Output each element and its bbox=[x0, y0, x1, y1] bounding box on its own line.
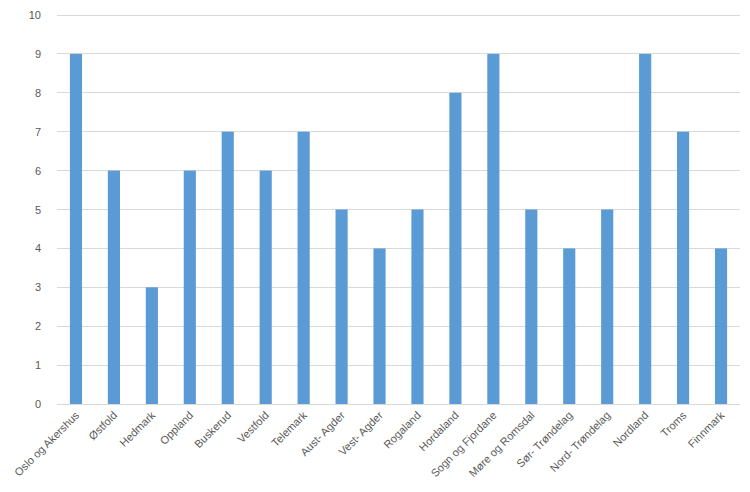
grid-line bbox=[57, 92, 740, 93]
chart: 0 1 2 3 4 5 6 7 8 9 10 Oslo og AkershusØstfoldHedma… bbox=[0, 0, 750, 492]
y-tick-label: 3 bbox=[35, 281, 41, 293]
x-tick-label: Nord- Trøndelag bbox=[547, 409, 612, 474]
y-tick-label: 2 bbox=[35, 320, 41, 332]
bar bbox=[298, 132, 310, 404]
x-tick-label: Troms bbox=[658, 409, 689, 440]
y-tick-label: 4 bbox=[35, 242, 41, 254]
bar bbox=[222, 132, 234, 404]
bar bbox=[639, 54, 651, 404]
grid-line bbox=[57, 365, 740, 366]
y-tick-label: 6 bbox=[35, 165, 41, 177]
x-tick-label: Vest- Agder bbox=[336, 409, 385, 458]
bar bbox=[70, 54, 82, 404]
bar bbox=[677, 132, 689, 404]
grid-line bbox=[57, 404, 740, 405]
y-axis: 0 1 2 3 4 5 6 7 8 9 10 bbox=[29, 9, 41, 410]
y-tick-label: 8 bbox=[35, 87, 41, 99]
grid-line bbox=[57, 209, 740, 210]
x-tick-label: Oppland bbox=[157, 409, 195, 447]
chart-container: 0 1 2 3 4 5 6 7 8 9 10 Oslo og AkershusØstfoldHedma… bbox=[0, 0, 750, 492]
y-tick-label: 7 bbox=[35, 126, 41, 138]
x-tick-label: Østfold bbox=[86, 409, 119, 442]
bar bbox=[563, 248, 575, 404]
x-tick-label: Møre og Romsdal bbox=[466, 409, 536, 479]
grid-line bbox=[57, 131, 740, 132]
y-tick-label: 1 bbox=[35, 359, 41, 371]
bar bbox=[373, 248, 385, 404]
x-tick-label: Nordland bbox=[611, 409, 651, 449]
bar bbox=[601, 210, 613, 405]
bar bbox=[146, 287, 158, 404]
bar bbox=[336, 210, 348, 405]
bar bbox=[260, 171, 272, 404]
y-tick-label: 5 bbox=[35, 204, 41, 216]
y-tick-label: 9 bbox=[35, 48, 41, 60]
y-tick-label: 0 bbox=[35, 398, 41, 410]
y-tick-label: 10 bbox=[29, 9, 41, 21]
bar bbox=[411, 210, 423, 405]
bar bbox=[108, 171, 120, 404]
x-tick-label: Vestfold bbox=[235, 409, 271, 445]
x-axis: Oslo og AkershusØstfoldHedmarkOpplandBus… bbox=[12, 409, 727, 480]
grid-line bbox=[57, 53, 740, 54]
grid bbox=[57, 15, 740, 404]
bar bbox=[184, 171, 196, 404]
x-tick-label: Finnmark bbox=[686, 409, 727, 450]
x-tick-label: Hedmark bbox=[117, 409, 157, 449]
grid-line bbox=[57, 287, 740, 288]
grid-line bbox=[57, 170, 740, 171]
x-tick-label: Sogn og Fjordane bbox=[428, 409, 498, 479]
bar bbox=[715, 248, 727, 404]
bars bbox=[70, 54, 727, 404]
bar bbox=[449, 93, 461, 404]
grid-line bbox=[57, 248, 740, 249]
grid-line bbox=[57, 326, 740, 327]
bar bbox=[487, 54, 499, 404]
x-tick-label: Oslo og Akershus bbox=[12, 409, 82, 479]
bar bbox=[525, 210, 537, 405]
x-tick-label: Buskerud bbox=[192, 409, 233, 450]
grid-line bbox=[57, 15, 740, 16]
